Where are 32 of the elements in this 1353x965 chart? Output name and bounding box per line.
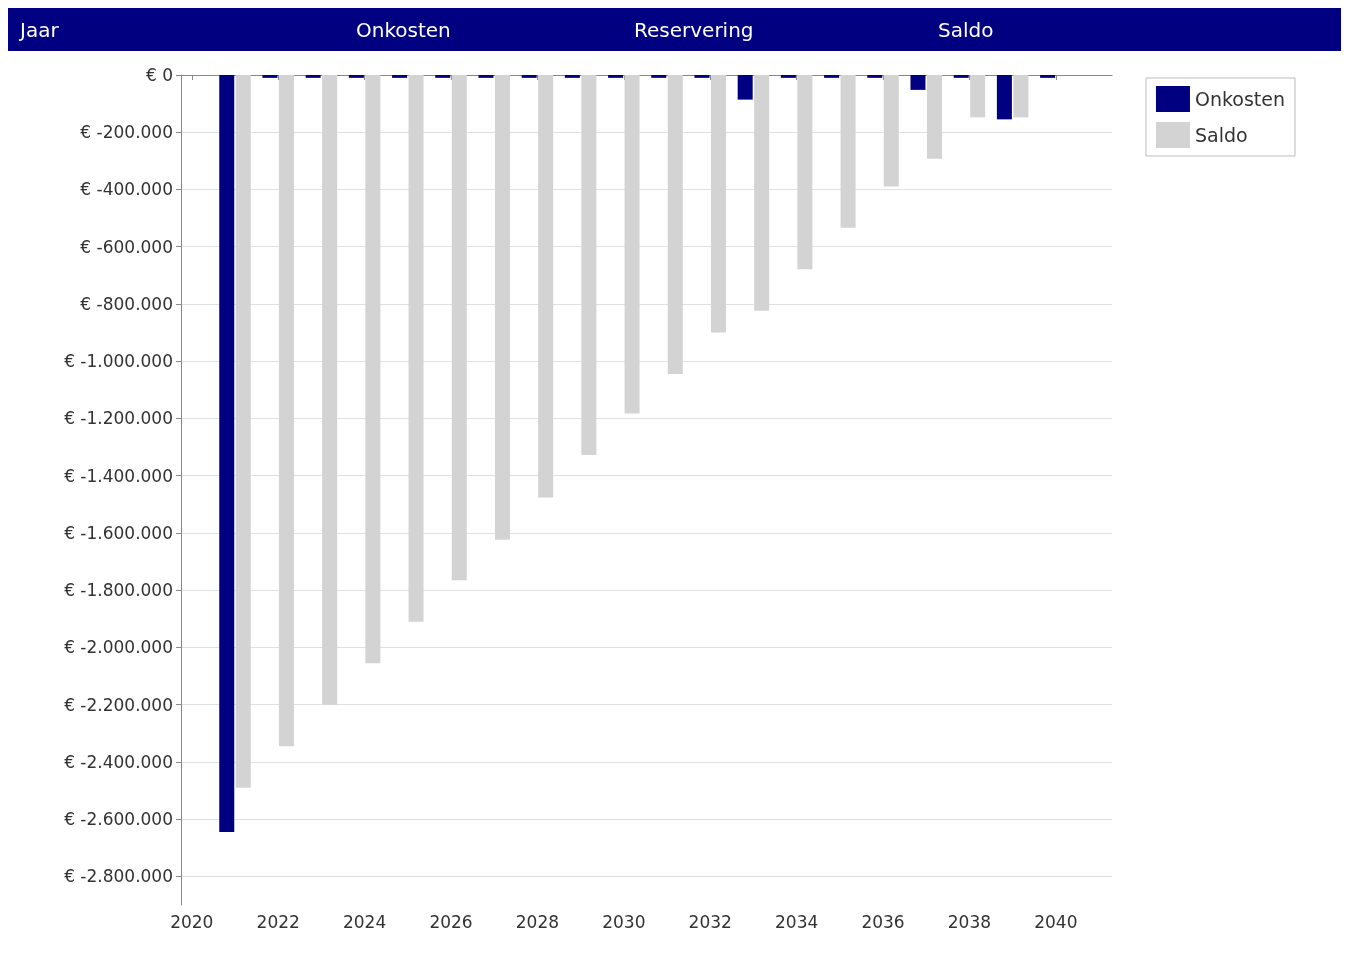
x-tick-label: 2022 [256,911,300,932]
text: Reservering [634,18,754,42]
x-tick-label: 2020 [170,911,214,932]
y-tick-label: € -2.800.000 [64,866,173,887]
legend-label: Saldo [1194,124,1248,146]
y-tick-label: € -1.000.000 [64,351,173,372]
x-tick-label: 2032 [688,911,732,932]
y-tick-label: € -2.200.000 [64,694,173,715]
y-tick-label: € -1.800.000 [64,580,173,601]
y-tick-label: € -200.000 [80,122,173,143]
y-tick-label: € -2.000.000 [64,637,173,658]
text: Jaar [18,18,60,42]
y-tick-label: € -2.600.000 [64,809,173,830]
x-tick-label: 2024 [342,911,387,932]
y-tick-label: € -600.000 [80,236,173,257]
x-tick-label: 2026 [429,911,473,932]
y-tick-label: € -2.400.000 [64,751,173,772]
y-tick-label: € -1.200.000 [64,408,173,429]
x-tick-label: 2040 [1034,911,1078,932]
x-tick-label: 2034 [774,911,819,932]
text: Saldo [938,18,994,42]
x-tick-label: 2028 [515,911,560,932]
text: Onkosten [356,18,451,42]
x-tick-label: 2030 [602,911,646,932]
y-tick-label: € -800.000 [80,293,173,314]
x-tick-label: 2036 [861,911,905,932]
y-tick-label: € -400.000 [80,179,173,200]
legend-label: Onkosten [1194,88,1285,110]
x-tick-label: 2038 [947,911,992,932]
y-tick-label: € 0 [145,65,173,85]
y-tick-label: € -1.600.000 [64,522,173,543]
y-tick-label: € -1.400.000 [64,465,173,486]
